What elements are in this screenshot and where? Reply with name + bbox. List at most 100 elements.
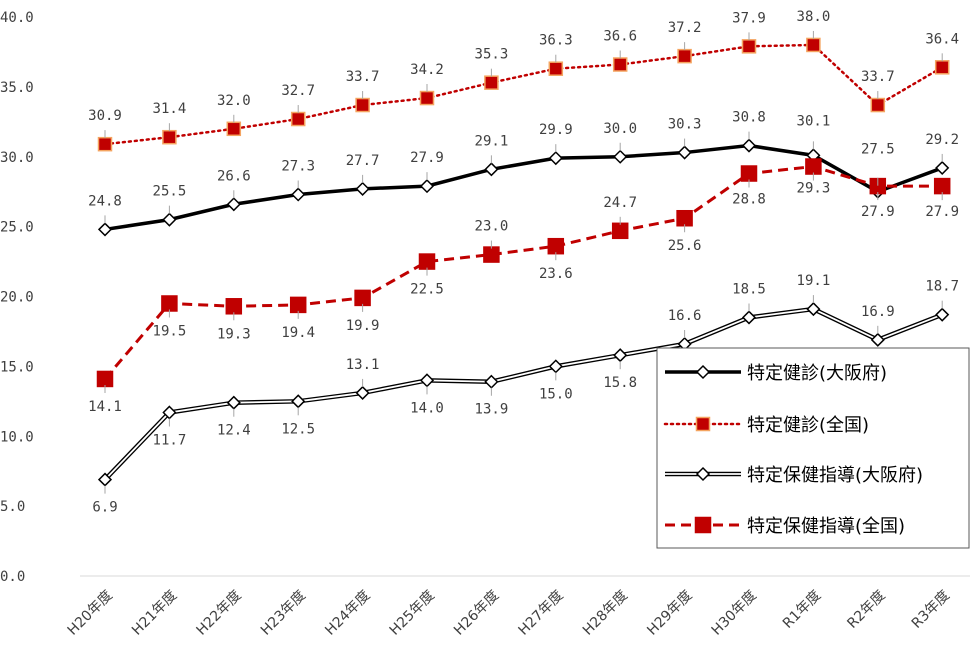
data-label: 11.7 [153,432,187,448]
series-path [104,143,943,232]
data-point [677,48,692,64]
y-tick-label: 25.0 [0,220,34,236]
data-label: 33.7 [861,69,895,85]
series-markers [96,158,951,388]
data-point [548,61,564,76]
data-point [740,165,758,182]
data-label: 12.5 [281,421,315,437]
data-point [935,307,950,322]
legend-item: 特定保健指導(全国) [665,516,905,537]
data-label: 30.0 [603,121,637,137]
data-point [291,394,306,409]
data-label: 13.1 [346,357,380,373]
data-label: 36.3 [539,33,573,49]
data-point [935,160,950,175]
x-tick-label: H28年度 [580,588,631,639]
series-path-inner [104,308,943,481]
data-label: 36.4 [925,31,959,47]
data-label: 37.2 [668,20,702,36]
data-label: 29.1 [475,133,509,149]
series-layer [96,37,951,487]
data-label: 27.9 [410,150,444,166]
y-tick-label: 5.0 [0,499,25,515]
y-axis: 0.0 5.0 10.0 15.0 20.0 25.0 30.0 35.0 40.0 [0,10,34,585]
data-label: 14.1 [88,399,122,415]
data-point [354,289,371,307]
data-point [290,111,306,127]
x-axis: H20年度 H21年度 H22年度 H23年度 H24年度 H25年度 H26年度 H27年度… [65,575,970,639]
data-point [162,129,177,145]
data-point [870,97,886,113]
legend-label: 特定保健指導(大阪府) [747,465,923,486]
data-point [934,60,950,75]
series-line [103,165,943,380]
data-point [613,149,628,164]
data-point [805,158,822,175]
data-label: 36.6 [603,29,637,45]
series-data-labels: 24.8 25.5 26.6 27.3 27.7 27.9 29.1 29.9 30.0 30.3… [88,110,959,224]
data-point [226,395,241,410]
data-label: 27.3 [281,158,315,174]
data-label: 30.3 [668,117,702,133]
data-label: 29.3 [797,181,831,197]
data-label: 29.9 [539,122,573,138]
data-point [355,181,370,196]
x-tick-label: H21年度 [129,588,180,639]
data-point [355,385,370,400]
y-tick-label: 20.0 [0,290,34,306]
series-markers [97,302,950,487]
data-point [483,246,500,263]
data-label: 27.7 [346,153,380,169]
data-point [226,197,241,212]
data-point [419,373,435,388]
data-label: 38.0 [797,9,831,25]
data-label: 18.7 [925,279,959,295]
data-point [162,212,177,227]
data-label: 28.8 [732,192,766,208]
data-label: 35.3 [475,47,509,63]
series-line [104,143,943,232]
data-point [484,374,499,389]
data-label: 14.0 [410,400,444,416]
data-point [613,348,628,363]
data-point [933,177,951,195]
x-tick-label: H20年度 [65,588,116,639]
x-tick-label: R3年度 [909,588,953,632]
x-tick-label: H22年度 [193,588,244,639]
data-label: 25.5 [153,184,187,200]
data-label: 6.9 [92,500,117,516]
data-label: 30.8 [732,110,766,126]
legend-marker [694,516,712,534]
x-tick-label: H27年度 [515,588,566,639]
data-label: 19.1 [797,273,831,289]
y-tick-label: 15.0 [0,359,34,375]
data-point [418,253,436,270]
legend-item: 特定健診(全国) [663,415,869,436]
x-tick-label: H24年度 [322,588,373,639]
data-label: 37.9 [732,10,766,26]
data-point [289,296,307,314]
y-tick-label: 35.0 [0,80,34,96]
series-path [103,165,943,380]
data-point [806,37,821,53]
data-label: 15.0 [539,386,573,402]
series-data-labels: 14.1 19.5 19.3 19.4 19.9 22.5 23.0 23.6 24.7 25.6… [88,172,959,415]
data-point [484,162,499,177]
legend-label: 特定保健指導(全国) [747,516,905,537]
data-label: 16.9 [861,304,895,320]
x-tick-label: H23年度 [258,588,309,639]
data-label: 31.4 [153,101,187,117]
data-point [355,97,370,113]
data-point [741,310,757,325]
data-label: 25.6 [668,238,702,254]
data-point [96,370,114,388]
x-tick-label: R2年度 [844,588,888,632]
x-tick-label: H30年度 [709,588,760,639]
data-point [870,332,885,347]
data-point [676,209,693,227]
data-label: 19.9 [346,318,380,334]
series-line [103,43,944,146]
legend-label: 特定健診(全国) [747,415,869,436]
data-label: 29.2 [925,132,959,148]
data-label: 30.1 [797,113,831,129]
